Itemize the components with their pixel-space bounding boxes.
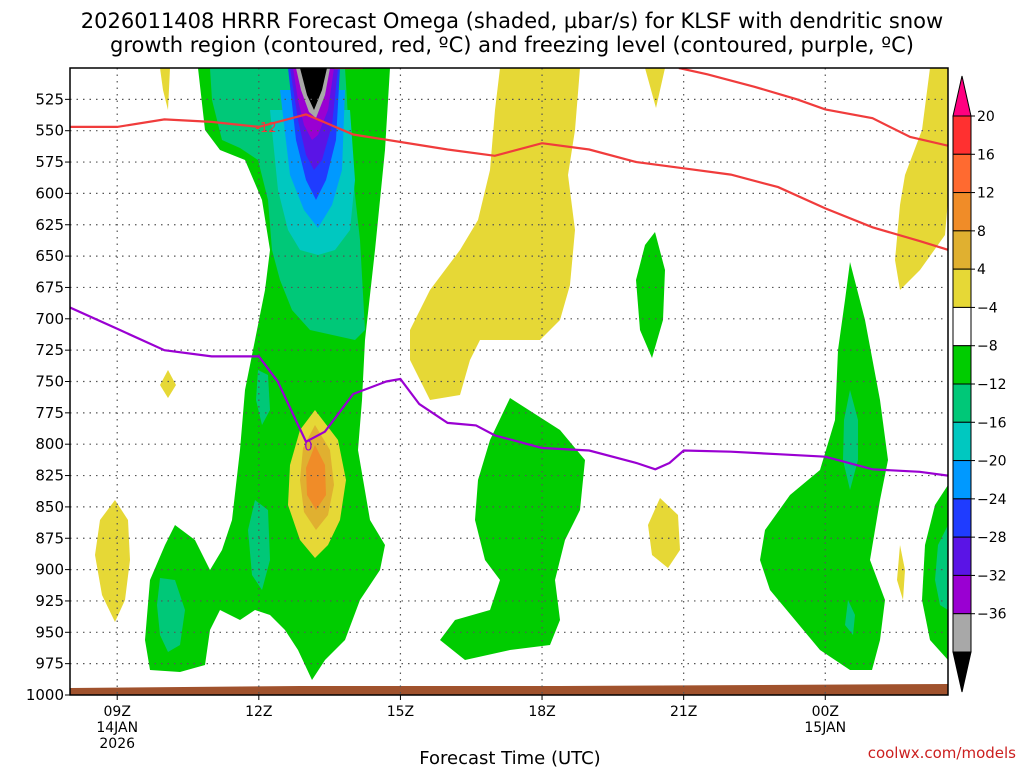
chart-title-line2: growth region (contoured, red, ºC) and f… — [110, 33, 914, 57]
y-tick-label: 925 — [35, 592, 64, 610]
colorbar-label: −36 — [977, 607, 1007, 623]
x-tick-date: 15JAN — [804, 720, 846, 736]
y-tick-label: 525 — [35, 90, 64, 108]
x-tick-label: 18Z — [528, 704, 555, 720]
y-tick-label: 625 — [35, 216, 64, 234]
shade-yellow-right-upper — [895, 68, 948, 290]
colorbar-swatch — [952, 306, 972, 347]
colorbar-swatch — [952, 383, 972, 423]
colorbar-label: 16 — [977, 147, 995, 163]
colorbar-label: −28 — [977, 530, 1007, 546]
colorbar-label: −12 — [977, 377, 1007, 393]
y-tick-label: 750 — [35, 373, 64, 391]
shade-yellow-top-mid — [645, 68, 665, 108]
y-tick-label: 575 — [35, 153, 64, 171]
y-tick-label: 600 — [35, 184, 64, 202]
colorbar-label: 20 — [977, 109, 995, 125]
colorbar-swatch — [952, 460, 972, 500]
y-tick-label: 650 — [35, 247, 64, 265]
y-tick-label: 1000 — [26, 686, 64, 704]
x-tick-label: 15Z — [387, 704, 414, 720]
colorbar-swatch — [952, 268, 972, 308]
shade-teal-lower-mid — [248, 500, 270, 590]
y-tick-label: 975 — [35, 655, 64, 673]
terrain-strip — [70, 684, 948, 695]
y-tick-label: 675 — [35, 278, 64, 296]
colorbar-label: −16 — [977, 415, 1007, 431]
dendritic-isotherm-upper-right-line — [678, 68, 948, 147]
chart-title-line1: 2026011408 HRRR Forecast Omega (shaded, … — [81, 9, 943, 33]
colorbar-label: −24 — [977, 492, 1007, 508]
freezing-level-label: 0 — [304, 439, 312, 454]
omega-shading — [70, 68, 948, 695]
shade-teal-lower-left — [157, 578, 185, 652]
shade-teal-mid — [256, 370, 270, 425]
shade-black-core — [300, 68, 327, 110]
y-tick-label: 900 — [35, 561, 64, 579]
shade-yellow-center-band — [410, 68, 580, 400]
credit-text: coolwx.com/models — [868, 744, 1016, 762]
colorbar-swatch — [952, 498, 972, 538]
colorbar-bottom-arrow — [952, 651, 972, 693]
shade-green-upper-right — [636, 232, 665, 358]
colorbar-swatch — [952, 613, 972, 653]
colorbar-label: 12 — [977, 186, 995, 202]
x-tick-year: 2026 — [99, 736, 135, 752]
colorbar-label: −32 — [977, 568, 1007, 584]
colorbar-swatch — [952, 192, 972, 232]
colorbar-label: 8 — [977, 224, 986, 240]
freezing-level-line — [70, 306, 948, 477]
colorbar-swatch — [952, 345, 972, 385]
shade-orange-center — [306, 445, 326, 510]
colorbar-swatch — [952, 115, 972, 155]
colorbar-label: −4 — [977, 300, 998, 316]
y-axis: 525 550 575 600 625 650 675 700 725 750 775 800 825 8… — [26, 90, 70, 704]
x-tick-date: 14JAN — [96, 720, 138, 736]
y-tick-label: 725 — [35, 341, 64, 359]
colorbar-label: −20 — [977, 454, 1007, 470]
shade-yellow-left-lower — [95, 500, 130, 622]
y-tick-label: 550 — [35, 122, 64, 140]
x-tick-label: 21Z — [670, 704, 697, 720]
x-tick-label: 12Z — [245, 704, 272, 720]
colorbar-label: −8 — [977, 339, 998, 355]
plot-area: -12 0 — [70, 68, 948, 695]
y-tick-label: 875 — [35, 529, 64, 547]
shade-yellow-far-right-thin — [897, 545, 905, 600]
y-tick-label: 700 — [35, 310, 64, 328]
x-tick-label: 00Z — [812, 704, 839, 720]
shade-green-right-plume — [760, 262, 888, 670]
y-tick-label: 825 — [35, 467, 64, 485]
colorbar-top-arrow — [952, 75, 972, 117]
colorbar-swatch — [952, 574, 972, 615]
shade-green-center-plume — [440, 398, 585, 660]
x-axis-label: Forecast Time (UTC) — [419, 748, 600, 768]
colorbar-swatch — [952, 421, 972, 462]
grid-lines — [70, 68, 948, 695]
y-tick-label: 800 — [35, 435, 64, 453]
contour-lines: -12 0 — [70, 68, 948, 477]
colorbar-swatch — [952, 230, 972, 270]
dendritic-isotherm-line — [70, 113, 948, 251]
shade-teal-far-right — [935, 525, 948, 610]
shade-yellow-small-left — [160, 370, 176, 398]
y-tick-label: 775 — [35, 404, 64, 422]
shade-yellow-mid-right — [648, 498, 680, 568]
colorbar-label: 4 — [977, 262, 986, 278]
shade-teal-right-low — [845, 600, 855, 635]
y-tick-label: 950 — [35, 623, 64, 641]
x-tick-label: 09Z — [104, 704, 131, 720]
dendritic-isotherm-label: -12 — [255, 121, 276, 136]
colorbar: 20 16 12 8 4 −4 −8 −12 −16 −20 −24 −28 −32 −36 — [952, 75, 1007, 693]
y-tick-label: 850 — [35, 498, 64, 516]
colorbar-swatch — [952, 536, 972, 576]
shade-green-far-right — [922, 485, 948, 660]
colorbar-swatch — [952, 153, 972, 194]
